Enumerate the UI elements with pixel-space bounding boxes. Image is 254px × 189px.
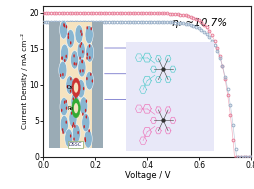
X-axis label: Voltage / V: Voltage / V (124, 171, 170, 180)
Text: η: ~10.7%: η: ~10.7% (172, 18, 227, 28)
Y-axis label: Current Density / mA cm⁻²: Current Density / mA cm⁻² (21, 33, 28, 129)
